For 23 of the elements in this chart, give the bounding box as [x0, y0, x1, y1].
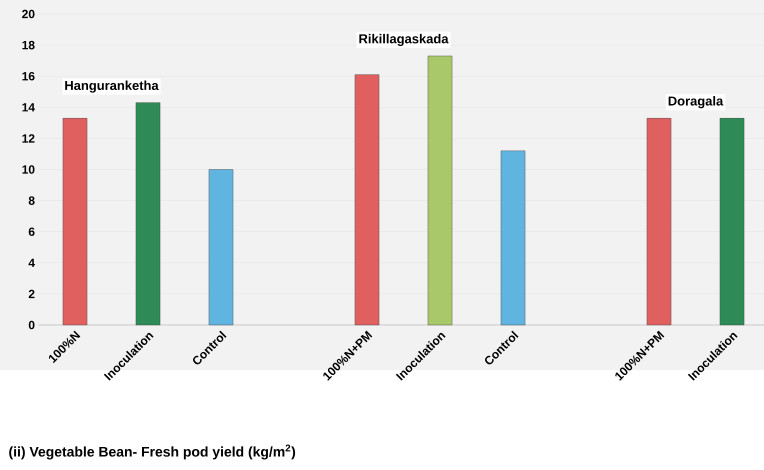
bar — [136, 102, 160, 326]
annotation: Rikillagaskada — [359, 34, 449, 46]
y-tick-label: 16 — [22, 72, 35, 80]
annotation: Hanguranketha — [65, 80, 159, 93]
bar — [208, 169, 234, 326]
y-tick-label: 20 — [22, 10, 34, 18]
y-tick-label: 6 — [28, 227, 35, 236]
y-tick-label: 0 — [28, 320, 34, 330]
y-tick-label: 2 — [28, 290, 35, 298]
y-tick-label: 12 — [22, 134, 34, 143]
bar — [428, 56, 452, 326]
text: (ii) Vegetable Bean- Fresh pod yield (kg/m$^{2}$) — [9, 444, 296, 460]
y-tick-label: 14 — [22, 103, 35, 112]
y-tick-label: 18 — [22, 40, 35, 50]
bar — [354, 74, 380, 326]
bar — [62, 118, 88, 326]
bar — [646, 118, 672, 326]
bar — [720, 118, 744, 326]
annotation: Doragala — [668, 96, 724, 108]
y-tick-label: 8 — [28, 196, 35, 205]
bar — [500, 150, 526, 326]
y-tick-label: 10 — [22, 165, 34, 174]
y-tick-label: 4 — [28, 258, 35, 267]
